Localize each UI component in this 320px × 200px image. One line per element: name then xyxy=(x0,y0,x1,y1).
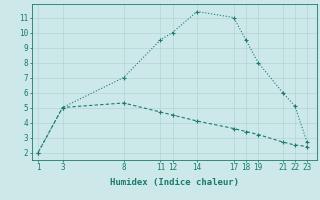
X-axis label: Humidex (Indice chaleur): Humidex (Indice chaleur) xyxy=(110,178,239,187)
